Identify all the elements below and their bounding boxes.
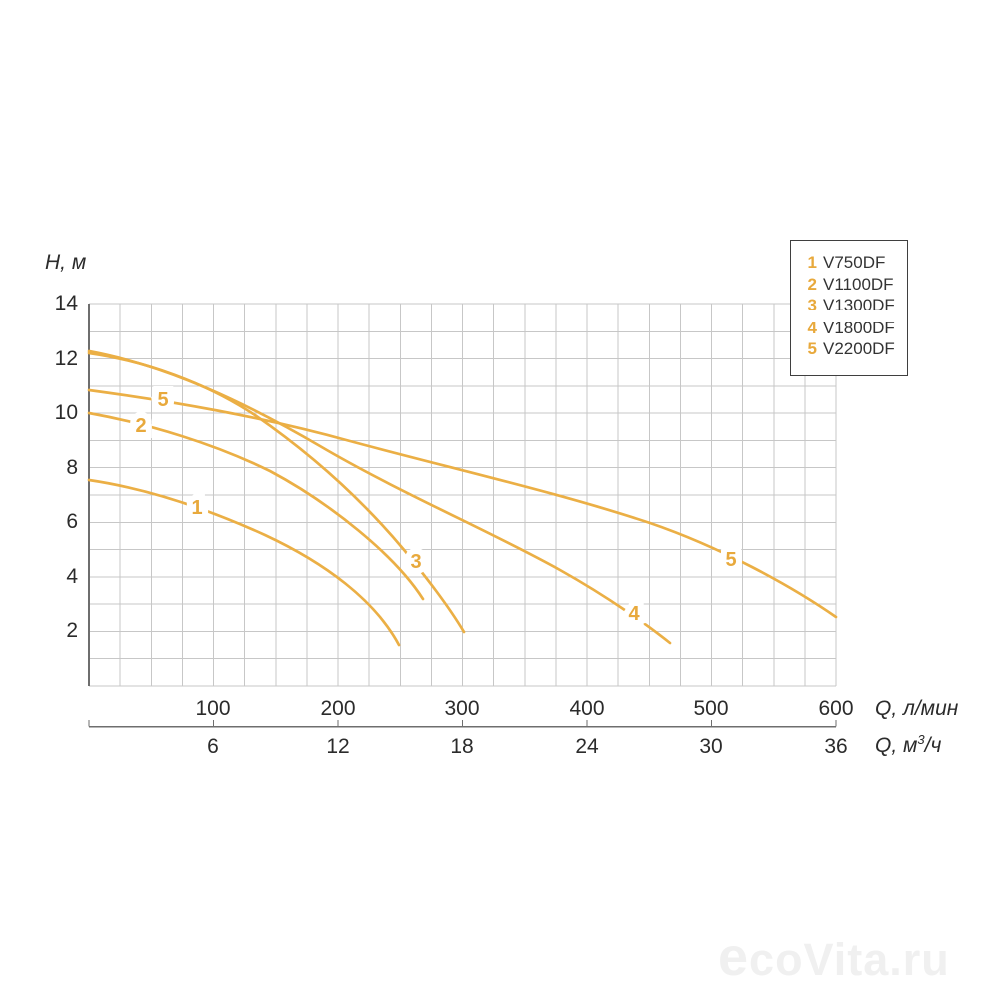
y-axis-title: H, м [45,251,87,274]
y-tick-14: 14 [54,292,78,315]
x2-unit-sup: 3 [917,732,925,747]
y-tick-4: 4 [66,565,78,588]
legend-item-model: V750DF [823,253,886,272]
x2-tick-12: 12 [326,735,350,758]
x-axis-unit-m3h: Q, м3/ч [875,732,942,757]
curve-1-label: 1 [191,497,202,519]
grid-lines [89,303,837,687]
x2-tick-18: 18 [450,735,474,758]
curve-5-end-label: 5 [725,549,736,571]
axis-lines [88,304,837,728]
pump-curve-5-v2200df [87,388,838,619]
pump-curve-1-v750df [87,478,401,647]
legend-render-artifact [791,310,906,322]
x-axis-unit-lmin: Q, л/мин [875,697,959,720]
legend-item-v2200df: 5 V2200DF [806,338,907,360]
legend-item-number: 2 [807,274,817,294]
y-tick-8: 8 [66,456,78,479]
legend-item-model: V1800DF [823,317,895,337]
x2-unit-pre: Q, м [875,734,918,757]
pump-curve-2-v1100df [87,411,425,601]
x2-tick-36: 36 [824,735,848,758]
x-tick-600: 600 [818,697,854,720]
watermark-lead: e [718,927,750,987]
x-tick-500: 500 [693,697,729,720]
watermark: e coVita.ru [718,926,950,987]
legend-item-v1800df: 4 V1800DF [806,317,907,339]
y-tick-2: 2 [66,619,78,642]
legend-item-model: V2200DF [823,339,895,358]
y-tick-10: 10 [54,401,78,424]
legend-item-number: 5 [807,339,817,358]
x2-tick-30: 30 [699,735,723,758]
x2-unit-post: /ч [924,734,942,757]
curve-3-label: 3 [410,551,421,573]
y-tick-12: 12 [54,347,78,370]
legend-item-number: 1 [807,253,817,272]
pump-curves [87,349,838,647]
curve-5-start-label: 5 [157,389,168,411]
legend-item-v1100df: 2 V1100DF [806,274,907,296]
x2-tick-6: 6 [207,735,219,758]
legend-item-model: V1100DF [823,274,894,294]
x-tick-200: 200 [320,697,356,720]
curve-4-label: 4 [628,603,640,625]
pump-curve-4-v1800df [87,349,672,645]
watermark-rest: coVita.ru [749,934,950,985]
x-tick-100: 100 [195,697,231,720]
curve-2-label: 2 [135,415,146,437]
y-tick-6: 6 [66,510,78,533]
legend-item-number: 4 [807,317,817,337]
legend-item-v750df: 1 V750DF [806,252,907,274]
legend: 1 V750DF 2 V1100DF 3 V1300DF 4 V1800DF 5 V220… [790,240,908,376]
x-tick-300: 300 [444,697,480,720]
x2-tick-24: 24 [575,735,599,758]
x-tick-400: 400 [569,697,605,720]
legend-item-number: 3 [807,296,817,315]
